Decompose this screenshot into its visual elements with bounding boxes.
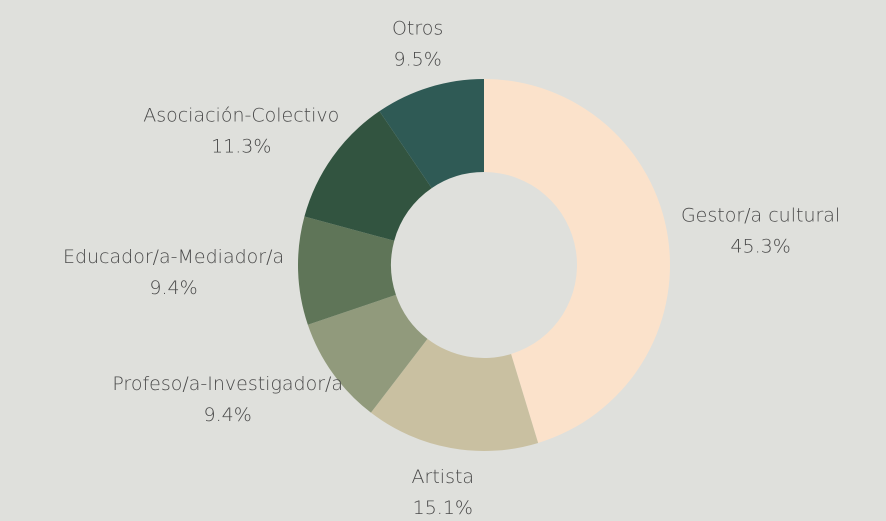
slice-label: Artista: [412, 466, 475, 488]
slice-label: Educador/a-Mediador/a: [63, 246, 284, 268]
slice-value: 9.4%: [204, 404, 252, 426]
donut-slice: [307, 294, 428, 413]
slice-value: 9.5%: [394, 49, 442, 71]
slice-label: Otros: [392, 18, 443, 40]
donut-slice: [370, 338, 539, 451]
slice-value: 15.1%: [413, 497, 473, 519]
slice-label: Profeso/a-Investigador/a: [112, 373, 343, 395]
slice-value: 9.4%: [149, 277, 197, 299]
donut-slice: [298, 216, 396, 325]
donut-slice: [484, 79, 670, 443]
slice-label: Asociación-Colectivo: [143, 104, 339, 126]
slice-value: 45.3%: [730, 236, 790, 258]
slice-label: Gestor/a cultural: [681, 205, 840, 227]
slice-value: 11.3%: [211, 135, 271, 157]
donut-slice: [304, 111, 432, 241]
donut-slice: [379, 79, 484, 189]
